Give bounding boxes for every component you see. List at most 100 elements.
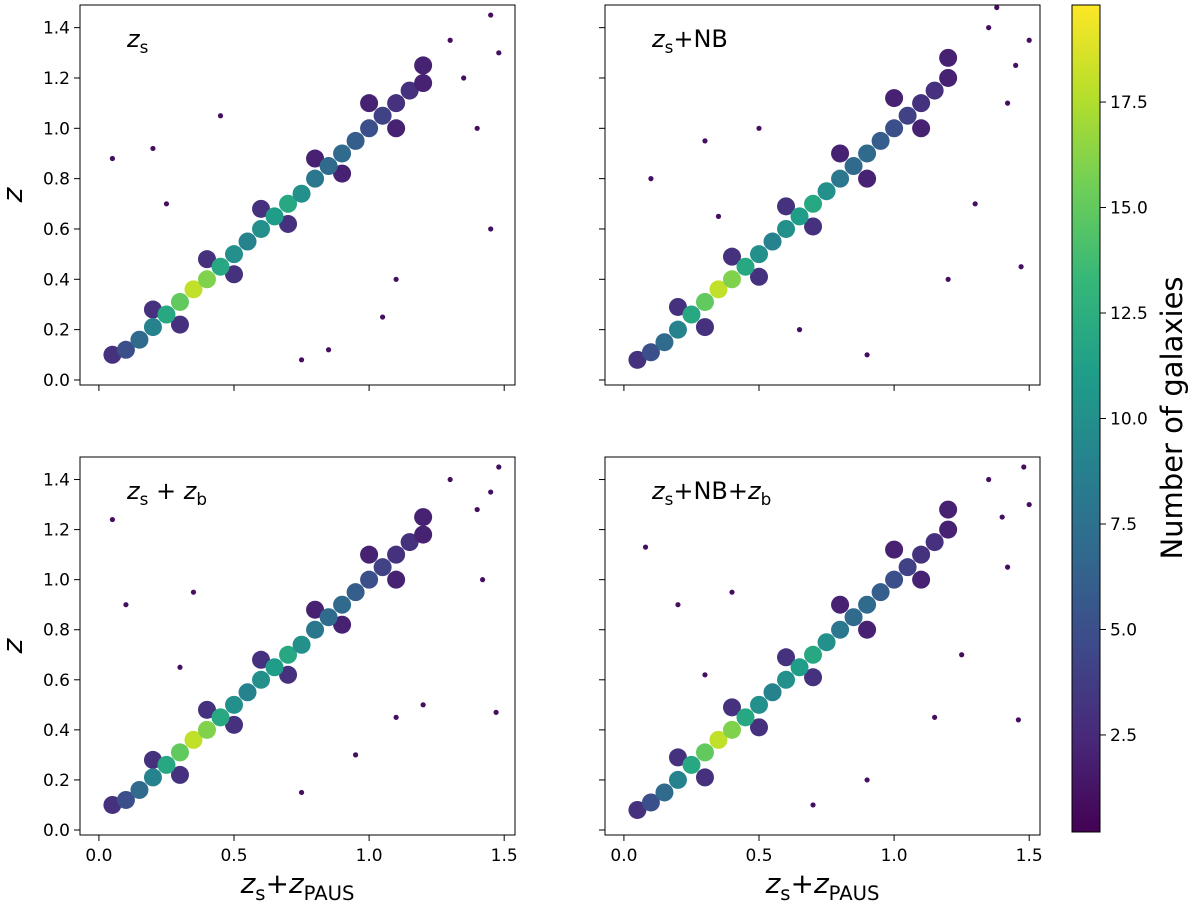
density-point — [804, 194, 823, 213]
density-point — [225, 695, 244, 714]
density-point — [777, 648, 796, 667]
colorbar-tick-label: 17.5 — [1110, 93, 1148, 113]
panel-title-part: b — [761, 489, 772, 509]
panel-title: zs + zb — [126, 477, 207, 509]
density-point — [474, 506, 480, 513]
density-point — [252, 670, 271, 689]
density-point — [912, 570, 931, 589]
x-axis-label-part: PAUS — [829, 882, 880, 904]
x-axis-label-part: z — [240, 867, 257, 900]
density-point — [804, 645, 823, 664]
density-point — [197, 250, 216, 269]
density-point — [709, 730, 728, 749]
density-point — [804, 217, 823, 236]
axes-frame — [604, 456, 1041, 836]
density-point — [360, 570, 379, 589]
density-point — [722, 698, 741, 717]
density-point — [325, 347, 332, 353]
density-point — [400, 533, 419, 552]
density-point — [265, 658, 284, 677]
x-axis-label-part: PAUS — [304, 882, 355, 904]
density-point — [763, 683, 782, 702]
density-point — [414, 56, 433, 75]
density-point — [885, 89, 904, 108]
density-point — [925, 81, 944, 100]
density-point — [986, 25, 992, 31]
y-tick-label: 0.4 — [43, 721, 70, 741]
density-point — [488, 489, 494, 495]
density-point — [306, 600, 325, 619]
density-point — [143, 750, 162, 769]
plot-area — [628, 5, 1032, 369]
axes-frame — [604, 4, 1041, 386]
density-point — [885, 119, 904, 138]
density-point — [939, 520, 958, 539]
density-point — [306, 620, 325, 639]
x-tick-label: 0.0 — [610, 846, 637, 866]
density-point — [292, 635, 311, 654]
density-point — [103, 345, 122, 364]
density-point — [695, 743, 714, 762]
density-point — [932, 714, 938, 720]
density-point — [695, 318, 714, 337]
density-point — [252, 219, 271, 238]
density-point — [157, 305, 176, 324]
density-point — [750, 267, 769, 286]
colorbar — [1071, 4, 1101, 833]
density-point — [790, 658, 809, 677]
x-tick-label: 0.5 — [220, 846, 247, 866]
density-point — [736, 257, 755, 276]
colorbar-tick-label: 15.0 — [1110, 199, 1148, 219]
colorbar-tick-label: 7.5 — [1110, 515, 1137, 535]
density-point — [252, 650, 271, 669]
density-point — [197, 270, 216, 289]
density-point — [858, 144, 877, 163]
density-point — [488, 226, 494, 232]
density-point — [777, 670, 796, 689]
density-point — [184, 280, 203, 299]
density-point — [116, 340, 135, 359]
density-point — [143, 768, 162, 787]
panel-title-part: +NB — [673, 25, 728, 53]
density-point — [702, 138, 708, 144]
y-tick-label: 1.4 — [43, 471, 70, 491]
density-point — [655, 333, 674, 352]
y-tick-label: 1.0 — [43, 571, 70, 591]
density-point — [373, 106, 392, 125]
density-point — [750, 245, 769, 264]
density-point — [387, 94, 406, 113]
density-point — [116, 790, 135, 809]
density-point — [790, 207, 809, 226]
density-point — [945, 276, 951, 282]
density-point — [360, 94, 379, 113]
density-point — [319, 157, 338, 176]
density-point — [225, 715, 244, 734]
density-point — [157, 755, 176, 774]
density-point — [715, 213, 722, 219]
density-point — [279, 214, 298, 233]
x-axis-label-part: s — [780, 882, 790, 904]
density-point — [628, 350, 647, 369]
y-tick-label: 1.2 — [43, 521, 70, 541]
density-point — [925, 533, 944, 552]
density-point — [211, 708, 230, 727]
density-point — [864, 352, 870, 358]
density-point — [858, 169, 877, 188]
density-point — [170, 315, 189, 334]
density-point — [292, 184, 311, 203]
density-point — [675, 602, 681, 608]
density-point — [750, 695, 769, 714]
y-tick-label: 0.6 — [43, 220, 70, 240]
density-point — [170, 743, 189, 762]
density-point — [642, 544, 649, 550]
density-point — [143, 300, 162, 319]
density-point — [130, 780, 149, 799]
density-point — [225, 245, 244, 264]
colorbar-tick-label: 2.5 — [1110, 726, 1137, 746]
density-point — [265, 207, 284, 226]
density-point — [360, 545, 379, 564]
density-point — [668, 297, 687, 316]
density-point — [123, 602, 129, 608]
density-point — [912, 119, 931, 138]
